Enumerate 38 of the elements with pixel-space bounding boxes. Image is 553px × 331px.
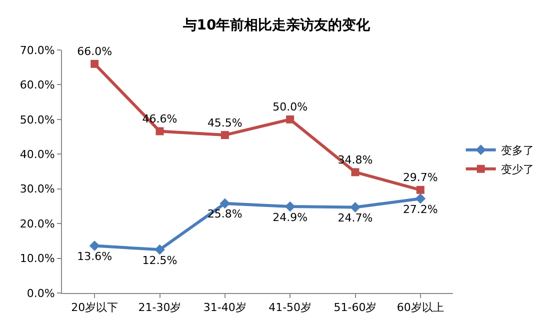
y-tick-label: 50.0% (20, 113, 55, 126)
point (351, 168, 360, 176)
data-label: 27.2% (402, 202, 438, 216)
point (415, 193, 426, 204)
legend-label: 变多了 (500, 144, 534, 158)
data-label: 29.7% (402, 171, 438, 184)
chart-title: 与10年前相比走亲访友的变化 (182, 16, 372, 34)
x-tick-label: 41-50岁 (268, 301, 312, 314)
point (220, 131, 229, 140)
point (90, 60, 99, 68)
y-tick-label: 60.0% (20, 78, 55, 92)
point (286, 115, 294, 124)
y-tick-label: 0.0% (26, 286, 55, 300)
point (350, 202, 360, 212)
x-tick-label: 20岁以下 (71, 301, 118, 314)
x-tick-label: 21-30岁 (138, 301, 182, 314)
data-label: 24.7% (338, 212, 373, 225)
data-label: 12.5% (142, 254, 178, 267)
data-label: 13.6% (77, 250, 112, 264)
y-tick-label: 20.0% (20, 217, 55, 230)
y-tick-label: 30.0% (20, 182, 55, 196)
x-tick-label: 31-40岁 (203, 301, 246, 314)
point (284, 201, 296, 212)
point (89, 240, 100, 251)
data-label: 50.0% (272, 100, 308, 114)
data-label: 45.5% (207, 116, 242, 130)
y-tick-label: 70.0% (20, 44, 55, 57)
y-tick-label: 10.0% (20, 252, 55, 266)
x-tick-label: 60岁以上 (396, 301, 444, 314)
data-label: 66.0% (77, 45, 112, 58)
point (220, 198, 230, 209)
data-label: 24.9% (272, 210, 308, 224)
point (416, 186, 424, 194)
point (156, 127, 164, 136)
y-tick-label: 40.0% (20, 148, 55, 161)
legend-label: 变少了 (500, 163, 534, 176)
point (154, 244, 165, 255)
x-tick-label: 51-60岁 (334, 301, 377, 314)
